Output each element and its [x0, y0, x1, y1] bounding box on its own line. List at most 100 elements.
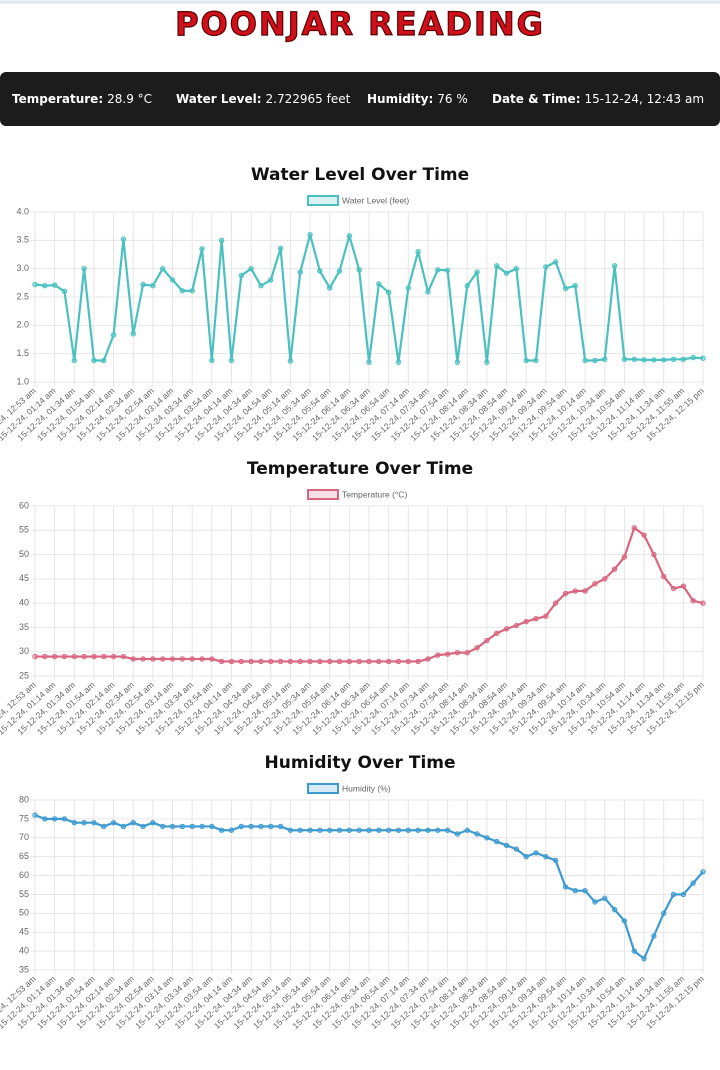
data-point — [562, 884, 569, 890]
data-point — [287, 358, 294, 364]
data-point — [582, 357, 588, 364]
data-point — [91, 357, 97, 364]
data-point — [120, 823, 127, 830]
data-point — [415, 658, 421, 665]
data-point — [248, 823, 254, 830]
data-point — [425, 656, 431, 662]
data-point — [513, 846, 520, 852]
data-point — [425, 289, 431, 295]
data-point — [268, 823, 274, 830]
data-point — [140, 281, 146, 288]
y-tick-label: 50 — [19, 549, 29, 559]
stats: Temperature: 28.9 °C Water Level: 2.722965 … — [12, 92, 704, 106]
data-point — [140, 656, 146, 662]
data-point — [189, 288, 195, 294]
data-point — [297, 827, 303, 833]
legend-label: Water Level (feet) — [342, 195, 409, 205]
data-point — [670, 356, 677, 363]
data-point — [700, 600, 706, 606]
stat-value: 15-12-24, 12:43 am — [585, 92, 705, 106]
data-point — [179, 823, 186, 830]
data-point — [189, 823, 195, 830]
data-point — [641, 955, 647, 962]
data-point — [238, 272, 244, 279]
data-point — [602, 576, 608, 582]
data-point — [454, 649, 461, 656]
data-point — [484, 359, 490, 365]
data-point — [474, 831, 480, 837]
data-point — [631, 356, 637, 363]
data-point — [110, 653, 117, 660]
data-point — [150, 282, 156, 289]
data-point — [376, 658, 382, 665]
data-point — [385, 827, 392, 833]
data-point — [621, 356, 628, 363]
data-point — [543, 613, 549, 619]
data-point — [700, 355, 706, 361]
data-point — [179, 288, 186, 294]
data-point — [169, 823, 176, 830]
legend-swatch — [307, 783, 339, 794]
y-tick-label: 80 — [19, 794, 29, 804]
data-point — [209, 656, 215, 662]
data-point — [258, 823, 264, 830]
data-point — [415, 827, 421, 833]
data-point — [690, 598, 696, 604]
data-point — [346, 233, 353, 239]
y-tick-label: 30 — [19, 646, 29, 656]
data-point — [366, 658, 372, 665]
data-point — [258, 282, 264, 289]
data-point — [513, 622, 520, 629]
data-point — [218, 237, 225, 244]
data-point — [228, 357, 235, 364]
data-point — [651, 933, 657, 939]
data-point — [670, 585, 677, 592]
data-point — [356, 827, 362, 833]
data-point — [543, 264, 549, 270]
data-point — [189, 656, 195, 662]
data-point — [61, 653, 68, 660]
data-point — [474, 269, 480, 275]
data-point — [435, 267, 441, 273]
data-point — [297, 269, 303, 275]
y-tick-label: 1.5 — [16, 348, 29, 358]
data-point — [327, 285, 333, 291]
data-point — [51, 282, 58, 288]
data-point — [110, 332, 117, 338]
stat-value: 2.722965 feet — [266, 92, 351, 106]
data-point — [101, 653, 107, 660]
data-point — [317, 658, 323, 665]
data-point — [238, 823, 244, 830]
data-point — [81, 653, 87, 660]
data-point — [61, 288, 68, 295]
data-point — [130, 819, 136, 826]
data-point — [435, 652, 441, 658]
data-point — [494, 838, 500, 845]
y-tick-label: 25 — [19, 670, 29, 680]
data-point — [307, 827, 313, 833]
data-point — [140, 823, 146, 830]
data-point — [572, 282, 578, 289]
data-point — [248, 265, 254, 272]
data-point — [405, 285, 411, 291]
stat: Temperature: 28.9 °C — [12, 92, 152, 106]
data-point — [297, 658, 303, 665]
data-point — [248, 658, 254, 665]
y-tick-label: 55 — [19, 889, 29, 899]
data-point — [327, 827, 333, 833]
data-point — [592, 899, 598, 905]
y-tick-label: 60 — [19, 500, 29, 510]
data-point — [277, 245, 284, 251]
data-point — [238, 658, 244, 665]
data-point — [680, 891, 687, 898]
data-point — [150, 819, 156, 826]
stat-label: Humidity: — [367, 92, 433, 106]
data-point — [415, 248, 421, 255]
data-point — [661, 357, 667, 363]
data-point — [611, 263, 618, 269]
data-line — [35, 526, 704, 663]
data-point — [533, 615, 539, 622]
data-point — [199, 656, 205, 662]
legend-swatch — [307, 195, 339, 206]
